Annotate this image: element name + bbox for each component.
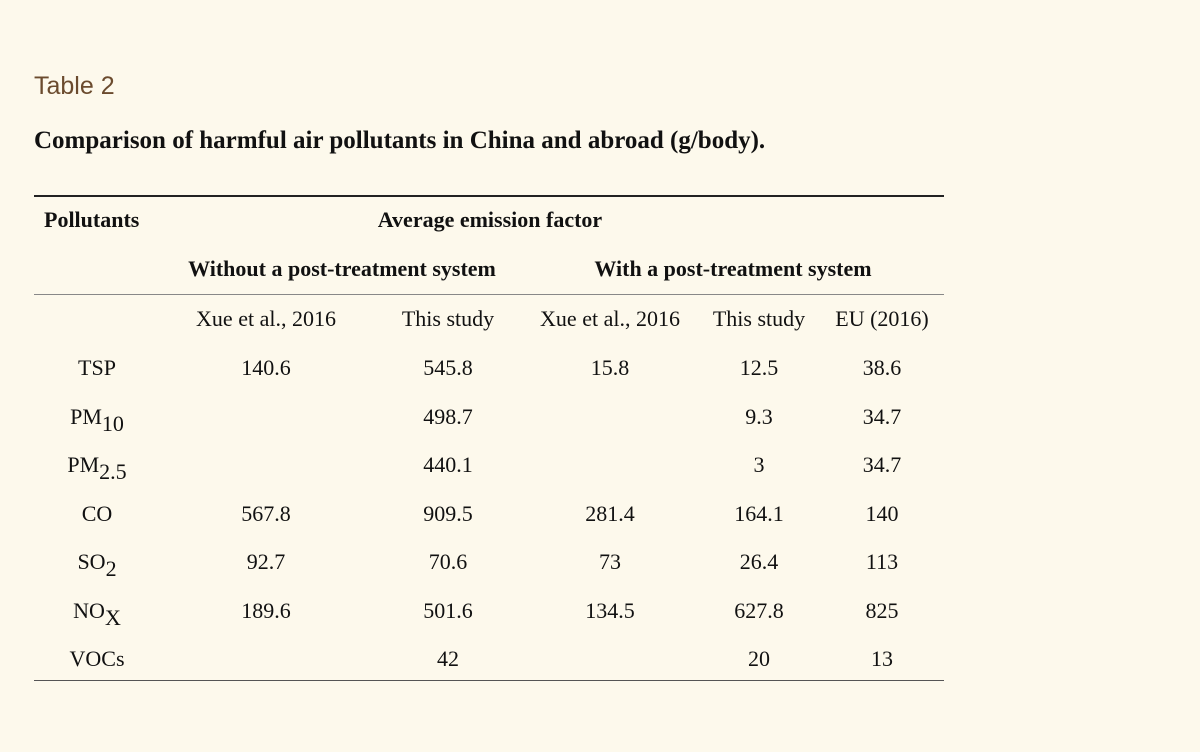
table-cell: 440.1 bbox=[423, 452, 473, 477]
table-cell: 73 bbox=[599, 549, 621, 574]
table-cell: 113 bbox=[865, 549, 899, 574]
table-cell: 134.5 bbox=[585, 597, 635, 623]
header-pollutants: Pollutants bbox=[44, 207, 140, 232]
table-cell: 26.4 bbox=[739, 549, 779, 574]
pollutant-base: NO bbox=[73, 597, 105, 623]
pollutant-base: TSP bbox=[78, 355, 116, 380]
table-cell: 825 bbox=[865, 597, 899, 623]
pollutant-subscript: 2 bbox=[105, 556, 117, 581]
pollutant-name: VOCs bbox=[69, 648, 124, 670]
table-cell: 501.6 bbox=[423, 597, 473, 623]
table-cell: 3 bbox=[753, 452, 765, 477]
table-cell: 70.6 bbox=[428, 549, 468, 574]
pollutant-base: CO bbox=[81, 500, 113, 526]
header-without-post-treatment: Without a post-treatment system bbox=[188, 256, 496, 281]
table-cell: 545.8 bbox=[423, 355, 473, 380]
table-bottom-rule bbox=[34, 680, 944, 681]
pollutant-base: SO bbox=[77, 549, 106, 574]
pollutant-name: CO bbox=[81, 500, 113, 526]
table-cell: 92.7 bbox=[246, 549, 286, 574]
header-with-post-treatment: With a post-treatment system bbox=[594, 256, 872, 281]
pollutant-name: PM10 bbox=[70, 403, 124, 434]
table-cell: 627.8 bbox=[734, 597, 784, 623]
table-cell: 9.3 bbox=[745, 403, 773, 429]
table-cell: 281.4 bbox=[585, 500, 635, 526]
pollutant-base: PM bbox=[67, 452, 100, 477]
pollutant-base: VOCs bbox=[69, 646, 125, 671]
pollutant-subscript: X bbox=[104, 604, 121, 630]
table-mid-rule bbox=[34, 294, 944, 295]
table-cell: 13 bbox=[871, 646, 893, 671]
table-cell: 189.6 bbox=[241, 597, 291, 623]
column-header: This study bbox=[712, 306, 806, 331]
table-cell: 38.6 bbox=[862, 355, 902, 380]
pollutant-name: SO2 bbox=[77, 549, 116, 580]
table-top-rule bbox=[34, 195, 944, 197]
header-average-emission-factor: Average emission factor bbox=[377, 207, 603, 232]
pollutant-subscript: 2.5 bbox=[99, 459, 127, 484]
table-cell: 909.5 bbox=[423, 500, 473, 526]
table-cell: 498.7 bbox=[423, 403, 473, 429]
table-cell: 140.6 bbox=[241, 355, 291, 380]
table-cell: 15.8 bbox=[590, 355, 630, 380]
table-label: Table 2 bbox=[34, 72, 115, 100]
pollutant-name: NOX bbox=[73, 597, 121, 628]
pollutant-subscript: 10 bbox=[101, 410, 124, 436]
table-cell: 140 bbox=[865, 500, 899, 526]
column-header: Xue et al., 2016 bbox=[540, 306, 680, 331]
table-cell: 20 bbox=[748, 646, 770, 671]
table-cell: 164.1 bbox=[734, 500, 784, 526]
table-caption: Comparison of harmful air pollutants in … bbox=[34, 127, 766, 154]
pollutant-name: PM2.5 bbox=[67, 452, 126, 483]
table-cell: 42 bbox=[437, 646, 459, 671]
column-header: Xue et al., 2016 bbox=[196, 306, 336, 331]
table-cell: 567.8 bbox=[241, 500, 291, 526]
pollutant-base: PM bbox=[70, 403, 102, 429]
table-cell: 34.7 bbox=[862, 403, 902, 429]
table-cell: 34.7 bbox=[862, 452, 902, 477]
table-cell: 12.5 bbox=[739, 355, 779, 380]
pollutant-name: TSP bbox=[78, 357, 116, 379]
column-header: This study bbox=[401, 306, 495, 331]
column-header: EU (2016) bbox=[835, 306, 929, 331]
